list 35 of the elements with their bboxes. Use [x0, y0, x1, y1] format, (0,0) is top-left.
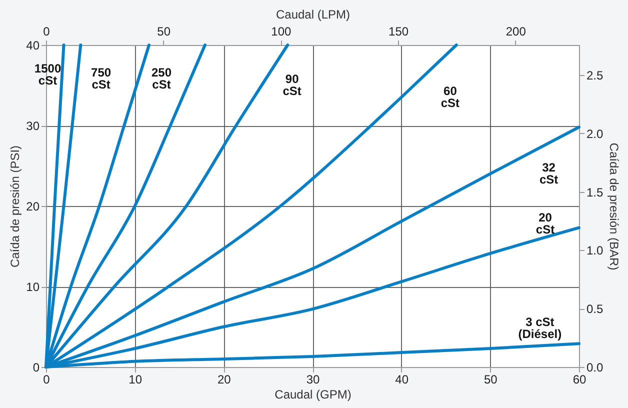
x-tick-label: 40 — [395, 372, 409, 386]
x-tick-label: 10 — [128, 372, 142, 386]
y2-tick-label: 0.5 — [586, 302, 604, 316]
y2-tick-label: 1.5 — [586, 185, 604, 200]
x2-tick-label: 150 — [388, 24, 409, 38]
x2-tick-label: 100 — [271, 24, 292, 38]
annotation: 20 cSt — [536, 210, 555, 236]
y-tick-label: 0 — [32, 360, 40, 374]
y-tick-label: 30 — [26, 119, 40, 133]
y2-tick-label: 0.0 — [586, 360, 604, 374]
x-tick-label: 30 — [306, 372, 320, 386]
annotation: 90 cSt — [282, 72, 302, 98]
x-tick-label: 0 — [43, 372, 50, 386]
annotation: 250 cSt — [151, 65, 172, 92]
x-tick-label: 50 — [484, 372, 498, 386]
y2-tick-label: 2.5 — [586, 68, 604, 83]
x-axis-title: Caudal (GPM) — [274, 388, 352, 402]
x-tick-label: 20 — [217, 372, 232, 386]
annotation: 32 cSt — [539, 160, 558, 186]
x2-tick-label: 50 — [157, 24, 171, 38]
y-axis-title: Caída de presión (PSI) — [8, 145, 22, 268]
y2-axis-title: Caída de presión (BAR) — [607, 142, 622, 270]
y-tick-label: 20 — [26, 200, 40, 214]
annotation: 1500 cSt — [34, 61, 62, 88]
x-tick-label: 60 — [572, 372, 586, 386]
annotation: 750 cSt — [91, 65, 112, 92]
y-tick-label: 40 — [26, 38, 40, 52]
y2-tick-label: 1.0 — [586, 244, 604, 258]
x2-axis-title: Caudal (LPM) — [276, 8, 350, 22]
y-tick-label: 10 — [26, 280, 40, 294]
x2-tick-label: 200 — [506, 24, 526, 38]
annotation: 3 cSt (Diésel) — [518, 314, 562, 341]
y2-tick-label: 2.0 — [586, 126, 604, 141]
x2-tick-label: 0 — [43, 24, 50, 38]
annotation: 60 cSt — [440, 84, 460, 110]
